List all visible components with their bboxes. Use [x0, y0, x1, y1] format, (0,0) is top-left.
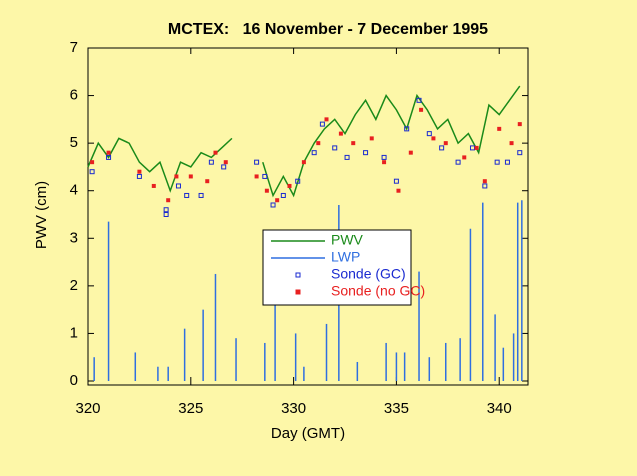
legend-box	[262, 229, 412, 306]
sonde-nogc-point	[351, 141, 356, 146]
sonde-nogc-point	[151, 183, 156, 188]
legend-label: LWP	[331, 249, 360, 265]
sonde-gc-point	[504, 159, 510, 165]
y-tick-label: 4	[70, 182, 78, 199]
y-tick-label: 0	[70, 372, 78, 389]
y-tick-label: 2	[70, 277, 78, 294]
sonde-gc-point	[254, 159, 260, 165]
sonde-nogc-point	[509, 141, 514, 146]
legend-label: Sonde (no GC)	[331, 283, 425, 299]
sonde-nogc-point	[462, 155, 467, 160]
plot-area	[87, 47, 529, 386]
sonde-nogc-point	[174, 174, 179, 179]
sonde-gc-point	[163, 212, 169, 217]
legend-swatch	[295, 272, 301, 278]
x-tick-label: 325	[178, 400, 203, 417]
sonde-gc-point	[106, 154, 112, 160]
sonde-nogc-point	[213, 150, 218, 155]
sonde-gc-point	[221, 164, 227, 170]
sonde-nogc-point	[137, 169, 142, 174]
sonde-gc-point	[262, 173, 268, 179]
sonde-gc-point	[482, 183, 488, 189]
sonde-gc-point	[311, 150, 317, 156]
sonde-nogc-point	[431, 136, 436, 141]
sonde-gc-point	[175, 183, 181, 189]
x-tick-label: 340	[487, 400, 512, 417]
sonde-gc-point	[295, 178, 301, 184]
sonde-gc-point	[381, 154, 387, 160]
sonde-nogc-point	[482, 179, 487, 184]
sonde-gc-point	[136, 173, 142, 179]
y-tick-label: 6	[70, 87, 78, 104]
sonde-nogc-point	[517, 122, 522, 127]
sonde-nogc-point	[205, 179, 210, 184]
sonde-nogc-point	[369, 136, 374, 141]
sonde-nogc-point	[497, 126, 502, 131]
y-axis-label: PWV (cm)	[33, 181, 50, 249]
sonde-gc-point	[344, 154, 350, 160]
sonde-gc-point	[319, 121, 325, 127]
y-tick-label: 5	[70, 134, 78, 151]
sonde-gc-point	[332, 145, 338, 151]
sonde-nogc-point	[264, 188, 269, 193]
sonde-gc-point	[517, 150, 523, 156]
x-axis-label: Day (GMT)	[271, 425, 345, 442]
y-tick-label: 7	[70, 39, 78, 56]
sonde-nogc-point	[338, 131, 343, 136]
x-tick-label: 335	[384, 400, 409, 417]
sonde-gc-point	[393, 178, 399, 184]
sonde-nogc-point	[408, 150, 413, 155]
sonde-nogc-point	[396, 188, 401, 193]
sonde-gc-point	[184, 192, 190, 198]
legend-swatch	[295, 289, 301, 295]
legend-label: Sonde (GC)	[331, 266, 406, 282]
sonde-gc-point	[208, 159, 214, 165]
sonde-gc-point	[404, 126, 410, 132]
sonde-nogc-point	[474, 145, 479, 150]
sonde-gc-point	[280, 192, 286, 198]
sonde-nogc-point	[188, 174, 193, 179]
sonde-nogc-point	[301, 160, 306, 165]
sonde-gc-point	[455, 159, 461, 165]
y-tick-label: 3	[70, 229, 78, 246]
sonde-nogc-point	[90, 160, 95, 165]
legend-label: PWV	[331, 232, 364, 248]
pwv-line	[87, 85, 521, 198]
chart-title: MCTEX: 16 November - 7 December 1995	[168, 21, 488, 38]
sonde-gc-point	[163, 207, 169, 213]
sonde-gc-point	[270, 202, 276, 208]
sonde-gc-point	[198, 192, 204, 198]
sonde-gc-point	[426, 131, 432, 137]
x-tick-label: 320	[75, 400, 100, 417]
y-tick-label: 1	[70, 324, 78, 341]
sonde-nogc-point	[316, 141, 321, 146]
sonde-nogc-point	[166, 198, 171, 203]
sonde-gc-point	[469, 145, 475, 151]
sonde-nogc-point	[287, 183, 292, 188]
sonde-nogc-point	[382, 160, 387, 165]
sonde-nogc-point	[443, 141, 448, 146]
sonde-gc-point	[416, 97, 422, 103]
sonde-nogc-point	[324, 117, 329, 122]
sonde-nogc-point	[419, 107, 424, 112]
x-tick-label: 330	[281, 400, 306, 417]
sonde-gc-point	[439, 145, 445, 151]
sonde-nogc-point	[275, 198, 280, 203]
sonde-gc-point	[363, 150, 369, 156]
sonde-nogc-point	[223, 160, 228, 165]
sonde-nogc-point	[254, 174, 259, 179]
sonde-nogc-point	[106, 150, 111, 155]
sonde-gc-point	[494, 159, 500, 165]
sonde-gc-point	[89, 169, 95, 175]
